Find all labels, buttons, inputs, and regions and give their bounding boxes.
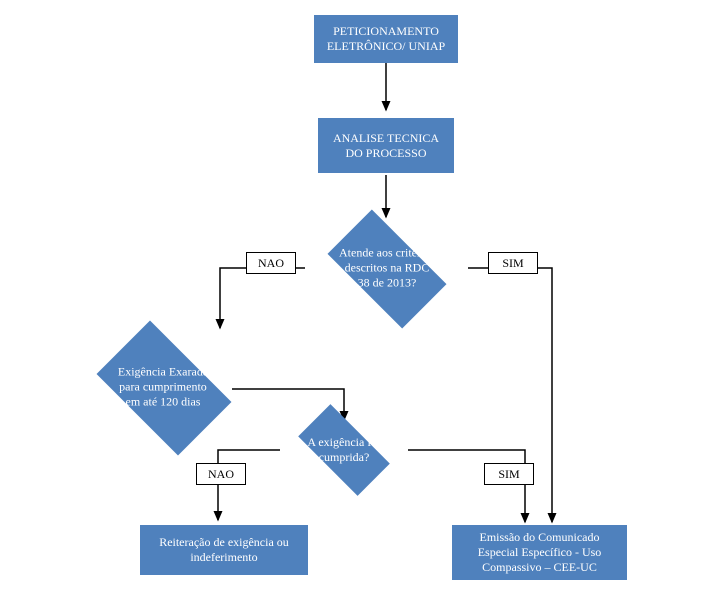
node-reiteracao: Reiteração de exigência ouindeferimento bbox=[140, 525, 308, 575]
node-cumprida-text: A exigência foicumprida? bbox=[280, 435, 408, 465]
node-analise-text: ANALISE TECNICADO PROCESSO bbox=[333, 131, 439, 161]
node-start: PETICIONAMENTOELETRÔNICO/ UNIAP bbox=[314, 15, 458, 63]
node-exigencia: Exigência Exaradapara cumprimentoem até … bbox=[76, 332, 250, 442]
node-start-text: PETICIONAMENTOELETRÔNICO/ UNIAP bbox=[327, 24, 445, 54]
flowchart-canvas: PETICIONAMENTOELETRÔNICO/ UNIAP ANALISE … bbox=[0, 0, 715, 608]
node-criterios: Atende aos critériosdescritos na RDC38 d… bbox=[306, 222, 468, 314]
node-analise: ANALISE TECNICADO PROCESSO bbox=[318, 118, 454, 173]
node-emissao-text: Emissão do ComunicadoEspecial Específico… bbox=[478, 530, 602, 575]
label-nao-2: NAO bbox=[196, 463, 246, 485]
node-cumprida: A exigência foicumprida? bbox=[280, 416, 408, 484]
node-exigencia-text: Exigência Exaradapara cumprimentoem até … bbox=[76, 365, 250, 410]
node-reiteracao-text: Reiteração de exigência ouindeferimento bbox=[159, 535, 289, 565]
label-nao-1: NAO bbox=[246, 252, 296, 274]
label-sim-2: SIM bbox=[484, 463, 534, 485]
label-sim-1: SIM bbox=[488, 252, 538, 274]
node-criterios-text: Atende aos critériosdescritos na RDC38 d… bbox=[306, 246, 468, 291]
node-emissao: Emissão do ComunicadoEspecial Específico… bbox=[452, 525, 627, 580]
